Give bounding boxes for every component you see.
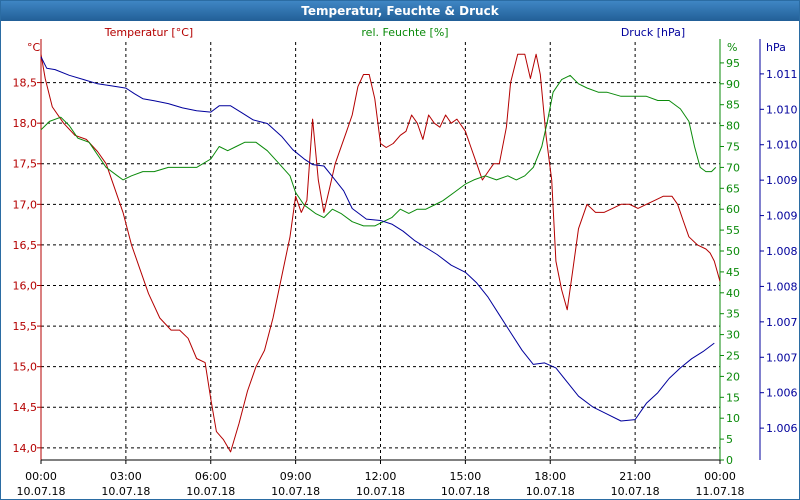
humidity-tick-label: 25 <box>726 350 740 363</box>
humidity-tick-label: 85 <box>726 99 740 112</box>
temperature-series-line <box>40 53 721 453</box>
x-tick-time: 12:00 <box>365 470 397 483</box>
pressure-tick-label: 1.009 <box>766 174 798 187</box>
humidity-tick-label: 20 <box>726 370 740 383</box>
x-tick-time: 03:00 <box>110 470 142 483</box>
humidity-unit: % <box>727 41 737 54</box>
humidity-tick-label: 90 <box>726 78 740 91</box>
pressure-tick-label: 1.009 <box>766 210 798 223</box>
humidity-tick-label: 60 <box>726 203 740 216</box>
pressure-tick-label: 1.010 <box>766 139 798 152</box>
temperature-tick-label: 16,5 <box>13 239 38 252</box>
humidity-tick-label: 30 <box>726 329 740 342</box>
humidity-tick-label: 95 <box>726 57 740 70</box>
pressure-tick-label: 1.007 <box>766 351 798 364</box>
temperature-tick-label: 15,0 <box>13 361 38 374</box>
temperature-tick-label: 14,5 <box>13 401 38 414</box>
x-tick-date: 10.07.18 <box>17 485 66 498</box>
temperature-tick-label: 15,5 <box>13 320 38 333</box>
pressure-tick-label: 1.010 <box>766 103 798 116</box>
humidity-axis-title: rel. Feuchte [%] <box>361 26 448 39</box>
pressure-unit: hPa <box>766 41 786 54</box>
humidity-tick-label: 0 <box>726 454 733 467</box>
pressure-tick-label: 1.008 <box>766 280 798 293</box>
pressure-tick-label: 1.011 <box>766 68 798 81</box>
x-tick-time: 18:00 <box>534 470 566 483</box>
temperature-axis-title: Temperatur [°C] <box>104 26 193 39</box>
humidity-tick-label: 65 <box>726 182 740 195</box>
temperature-tick-label: 17,5 <box>13 158 38 171</box>
temperature-tick-label: 16,0 <box>13 279 38 292</box>
pressure-series-line <box>40 56 715 422</box>
humidity-tick-label: 5 <box>726 433 733 446</box>
humidity-tick-label: 10 <box>726 412 740 425</box>
temperature-unit: °C <box>27 41 41 54</box>
humidity-tick-label: 45 <box>726 266 740 279</box>
pressure-tick-label: 1.006 <box>766 422 798 435</box>
x-tick-time: 09:00 <box>280 470 312 483</box>
x-tick-time: 00:00 <box>25 470 57 483</box>
pressure-tick-label: 1.008 <box>766 245 798 258</box>
temperature-tick-label: 18,5 <box>13 77 38 90</box>
humidity-tick-label: 75 <box>726 141 740 154</box>
pressure-axis-title: Druck [hPa] <box>621 26 685 39</box>
temperature-tick-label: 17,0 <box>13 198 38 211</box>
pressure-tick-label: 1.007 <box>766 316 798 329</box>
x-tick-date: 10.07.18 <box>441 485 490 498</box>
temperature-tick-label: 14,0 <box>13 442 38 455</box>
x-tick-date: 10.07.18 <box>186 485 235 498</box>
x-tick-date: 10.07.18 <box>271 485 320 498</box>
humidity-tick-label: 55 <box>726 224 740 237</box>
x-tick-date: 10.07.18 <box>611 485 660 498</box>
humidity-tick-label: 80 <box>726 120 740 133</box>
window-title: Temperatur, Feuchte & Druck <box>1 1 799 21</box>
humidity-tick-label: 70 <box>726 161 740 174</box>
x-tick-time: 15:00 <box>450 470 482 483</box>
x-tick-time: 21:00 <box>619 470 651 483</box>
x-tick-time: 00:00 <box>704 470 736 483</box>
humidity-tick-label: 40 <box>726 287 740 300</box>
humidity-tick-label: 50 <box>726 245 740 258</box>
x-tick-date: 10.07.18 <box>356 485 405 498</box>
temperature-tick-label: 18,0 <box>13 117 38 130</box>
humidity-series-line <box>40 74 717 227</box>
x-tick-date: 11.07.18 <box>696 485 745 498</box>
x-tick-date: 10.07.18 <box>101 485 150 498</box>
pressure-tick-label: 1.006 <box>766 387 798 400</box>
x-tick-time: 06:00 <box>195 470 227 483</box>
x-tick-date: 10.07.18 <box>526 485 575 498</box>
humidity-tick-label: 15 <box>726 391 740 404</box>
humidity-tick-label: 35 <box>726 308 740 321</box>
